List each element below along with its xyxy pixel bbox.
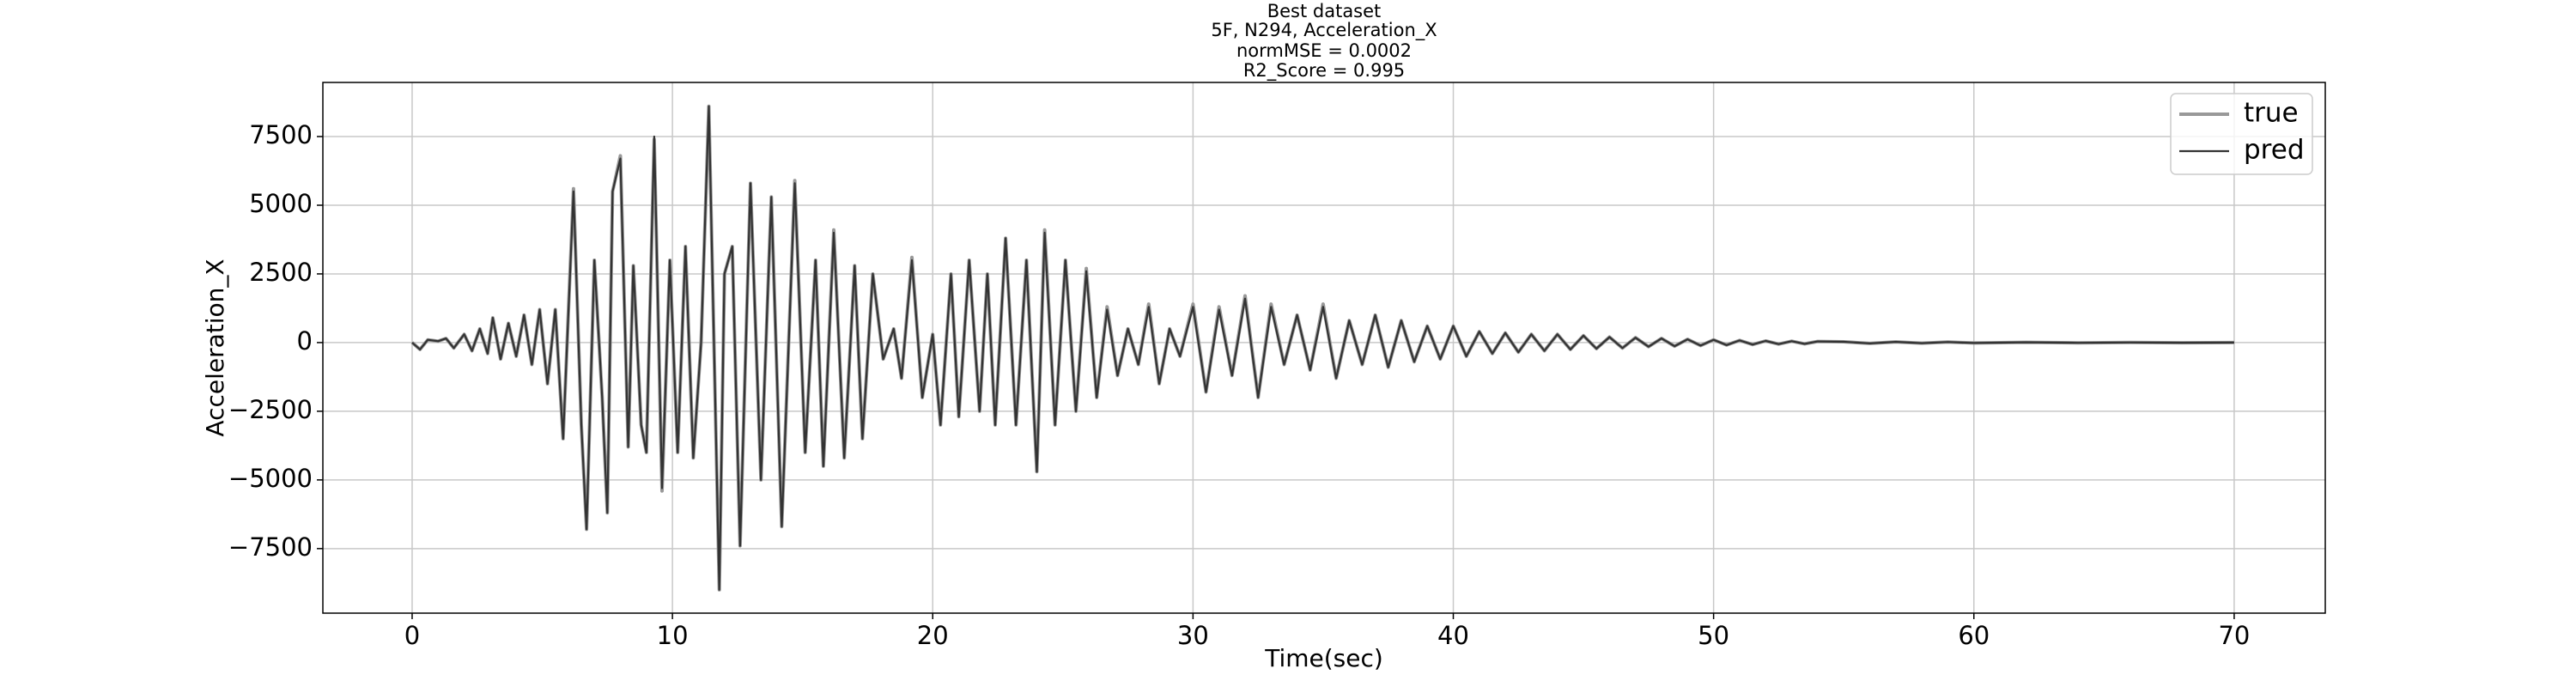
y-tick-label: −5000: [228, 464, 313, 493]
data-line: [411, 105, 2234, 591]
x-tick-label: 0: [404, 621, 420, 650]
y-tick-label: −2500: [228, 395, 313, 424]
y-tick-label: 2500: [249, 258, 313, 287]
y-tick-label: 0: [297, 326, 313, 356]
x-tick-label: 50: [1698, 621, 1729, 650]
data-line: [410, 104, 2234, 592]
chart-title: Best dataset: [1267, 1, 1382, 21]
legend-label: true: [2244, 98, 2299, 129]
chart-subtitle: 5F, N294, Acceleration_X: [1211, 20, 1437, 41]
chart-subtitle: R2_Score = 0.995: [1243, 60, 1405, 82]
plot-frame: [322, 82, 2326, 614]
y-axis-label: Acceleration_X: [201, 258, 229, 436]
x-axis-label: Time(sec): [1264, 644, 1383, 672]
chart-subtitle: normMSE = 0.0002: [1236, 40, 1412, 61]
x-tick-label: 70: [2218, 621, 2250, 650]
y-tick-label: 5000: [249, 189, 313, 218]
x-tick-label: 10: [657, 621, 689, 650]
x-tick-label: 30: [1177, 621, 1209, 650]
y-tick-label: 7500: [249, 120, 313, 149]
y-tick-label: −7500: [228, 532, 313, 562]
x-tick-label: 20: [917, 621, 949, 650]
x-tick-label: 60: [1958, 621, 1990, 650]
legend-label: pred: [2244, 135, 2305, 166]
x-tick-label: 40: [1437, 621, 1469, 650]
